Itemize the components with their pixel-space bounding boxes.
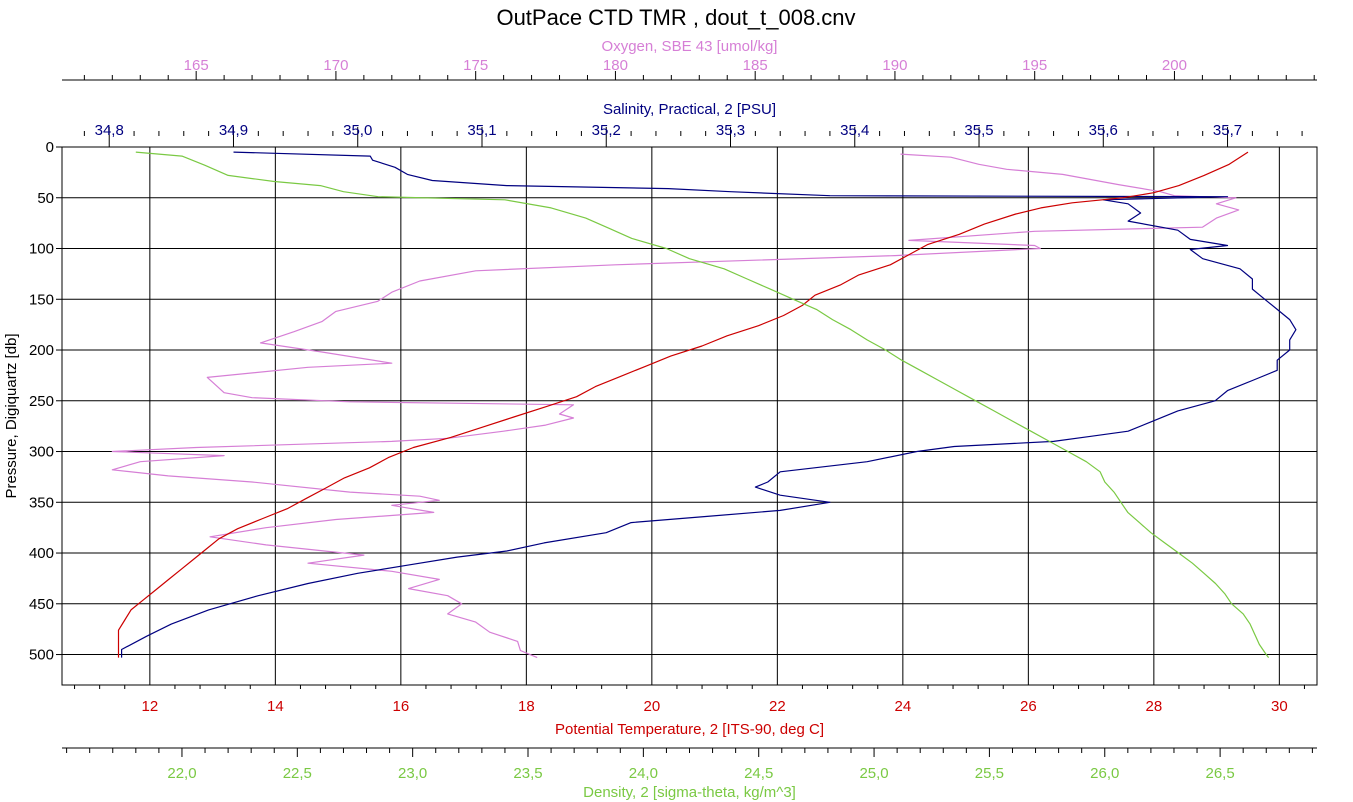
x-tick-label-temperature: 22	[769, 698, 786, 715]
x-tick-label-density: 22,5	[283, 765, 312, 782]
y-tick-label: 400	[29, 545, 54, 562]
y-tick-label: 250	[29, 393, 54, 410]
x-tick-label-density: 25,0	[859, 765, 888, 782]
x-tick-label-temperature: 14	[267, 698, 284, 715]
x-axes: 165 170 175 180 185 190 195 200 Oxygen, SBE 43 […	[62, 38, 1317, 801]
x-tick-label-density: 22,0	[167, 765, 196, 782]
x-axis-title-salinity: Salinity, Practical, 2 [PSU]	[603, 101, 776, 118]
y-tick-label: 450	[29, 596, 54, 613]
series-line-density	[135, 151, 1270, 658]
y-axis-title: Pressure, Digiquartz [db]	[3, 333, 20, 498]
y-tick-label: 200	[29, 342, 54, 359]
x-tick-label-temperature: 20	[644, 698, 661, 715]
series-line-temperature	[117, 151, 1249, 658]
y-axis: 0 50 100 150 200 250 300 350 400 450 500 Pressure, …	[3, 139, 62, 664]
x-tick-label-density: 24,0	[629, 765, 658, 782]
chart-title: OutPace CTD TMR , dout_t_008.cnv	[496, 5, 855, 30]
x-tick-label-oxygen: 195	[1022, 57, 1047, 74]
x-tick-label-oxygen: 175	[463, 57, 488, 74]
x-tick-label-salinity: 35,3	[716, 122, 745, 139]
x-axis-salinity: 34,8 34,9 35,0 35,1 35,2 35,3 35,4 35,5 35,6 35,7…	[83, 101, 1303, 147]
x-tick-label-density: 26,5	[1206, 765, 1235, 782]
series-layer	[111, 151, 1297, 659]
x-tick-label-salinity: 35,1	[467, 122, 496, 139]
x-axis-density: 22,0 22,5 23,0 23,5 24,0 24,5 25,0 25,5 26,0 26,5…	[62, 747, 1317, 801]
x-tick-label-salinity: 35,2	[592, 122, 621, 139]
x-axis-oxygen: 165 170 175 180 185 190 195 200 Oxygen, SBE 43 […	[62, 38, 1317, 81]
x-tick-label-salinity: 35,7	[1213, 122, 1242, 139]
x-tick-label-density: 23,0	[398, 765, 427, 782]
x-tick-label-oxygen: 190	[882, 57, 907, 74]
y-tick-label: 50	[37, 190, 54, 207]
x-tick-label-salinity: 35,0	[343, 122, 372, 139]
x-tick-label-salinity: 35,5	[964, 122, 993, 139]
x-tick-label-oxygen: 165	[184, 57, 209, 74]
x-tick-label-oxygen: 200	[1162, 57, 1187, 74]
series-line-salinity	[120, 151, 1297, 658]
x-tick-label-temperature: 16	[393, 698, 410, 715]
x-tick-label-oxygen: 170	[323, 57, 348, 74]
x-axis-title-temperature: Potential Temperature, 2 [ITS-90, deg C]	[555, 721, 824, 738]
x-tick-label-temperature: 30	[1271, 698, 1288, 715]
x-tick-label-temperature: 12	[142, 698, 159, 715]
x-tick-label-temperature: 24	[895, 698, 912, 715]
x-tick-label-density: 25,5	[975, 765, 1004, 782]
x-tick-label-salinity: 34,8	[95, 122, 124, 139]
x-axis-title-oxygen: Oxygen, SBE 43 [umol/kg]	[602, 38, 778, 55]
x-tick-label-temperature: 26	[1020, 698, 1037, 715]
x-tick-label-oxygen: 185	[743, 57, 768, 74]
x-tick-label-salinity: 35,6	[1089, 122, 1118, 139]
y-tick-label: 500	[29, 647, 54, 664]
y-tick-label: 150	[29, 291, 54, 308]
x-tick-label-oxygen: 180	[603, 57, 628, 74]
x-tick-label-temperature: 18	[518, 698, 535, 715]
x-tick-label-density: 26,0	[1090, 765, 1119, 782]
series-line-oxygen	[111, 153, 1240, 659]
x-tick-label-salinity: 34,9	[219, 122, 248, 139]
x-axis-temperature: 12 14 16 18 20 22 24 26 28 30 Potential Temperatur…	[74, 685, 1305, 738]
y-tick-label: 350	[29, 494, 54, 511]
x-tick-label-density: 23,5	[513, 765, 542, 782]
y-tick-label: 300	[29, 444, 54, 461]
x-tick-label-temperature: 28	[1146, 698, 1163, 715]
plot-area-frame	[61, 146, 1318, 686]
y-tick-label: 0	[46, 139, 54, 156]
y-tick-label: 100	[29, 241, 54, 258]
x-axis-title-density: Density, 2 [sigma-theta, kg/m^3]	[583, 784, 796, 801]
x-tick-label-density: 24,5	[744, 765, 773, 782]
grid	[62, 146, 1317, 685]
x-tick-label-salinity: 35,4	[840, 122, 869, 139]
